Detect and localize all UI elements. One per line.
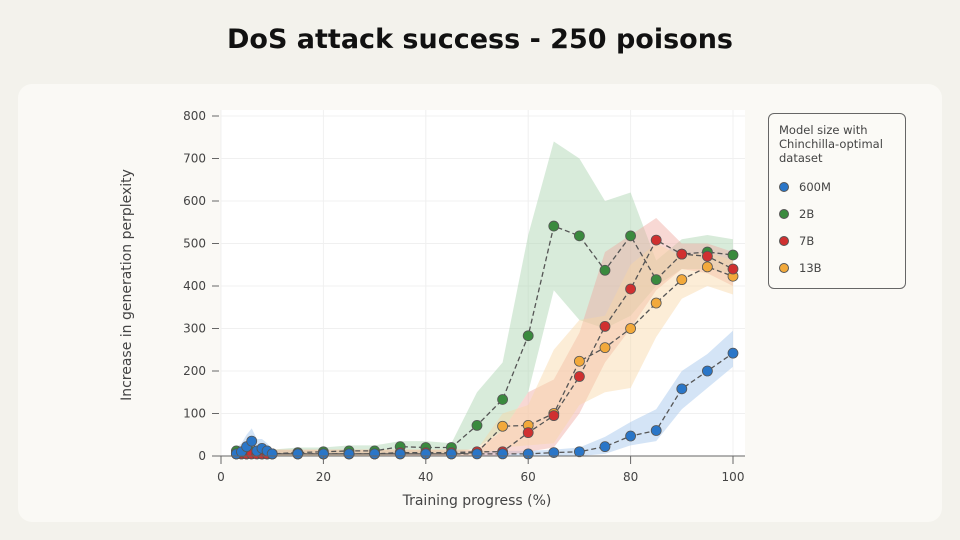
- legend-item-7b: 7B: [779, 227, 895, 254]
- band-2B: [236, 141, 734, 456]
- point-13B: [650, 297, 662, 309]
- point-600M: [246, 435, 258, 447]
- point-13B: [676, 274, 688, 286]
- x-tick-label: 0: [217, 470, 225, 484]
- point-13B: [497, 420, 509, 432]
- point-600M: [625, 430, 636, 442]
- legend-item-13b: 13B: [779, 254, 895, 281]
- point-600M: [702, 365, 713, 377]
- y-tick-label: 100: [183, 407, 206, 421]
- legend-marker: [779, 208, 789, 219]
- point-2B: [548, 220, 560, 232]
- point-7B: [676, 248, 688, 260]
- point-2B: [522, 330, 534, 342]
- x-tick-label: 80: [623, 470, 638, 484]
- point-2B: [625, 230, 636, 242]
- x-axis-label: Training progress (%): [402, 493, 552, 509]
- point-7B: [727, 263, 739, 275]
- legend-marker: [779, 235, 789, 246]
- point-2B: [599, 264, 611, 276]
- point-7B: [702, 250, 713, 262]
- point-2B: [727, 249, 739, 261]
- point-600M: [574, 446, 585, 458]
- y-tick-label: 700: [183, 152, 206, 166]
- y-tick-label: 300: [183, 322, 206, 336]
- point-600M: [650, 425, 662, 436]
- x-tick-label: 20: [316, 470, 331, 484]
- point-7B: [599, 320, 611, 332]
- point-600M: [548, 447, 560, 459]
- point-7B: [625, 283, 636, 295]
- point-7B: [548, 410, 560, 422]
- x-tick-label: 100: [722, 470, 745, 484]
- y-tick-label: 800: [183, 109, 206, 123]
- point-600M: [266, 448, 278, 460]
- point-13B: [574, 355, 585, 367]
- point-600M: [599, 441, 611, 453]
- point-13B: [625, 323, 636, 334]
- x-tick-label: 40: [418, 470, 433, 484]
- point-600M: [445, 448, 457, 460]
- band-13B: [236, 243, 734, 456]
- x-tick-label: 60: [521, 470, 536, 484]
- point-600M: [497, 448, 509, 460]
- point-7B: [522, 427, 534, 439]
- point-2B: [471, 419, 483, 431]
- line-13B: [236, 266, 734, 455]
- point-7B: [650, 234, 662, 246]
- point-7B: [574, 371, 585, 382]
- y-tick-label: 0: [198, 449, 206, 463]
- point-2B: [497, 394, 509, 405]
- point-13B: [702, 261, 713, 273]
- y-tick-label: 200: [183, 364, 206, 378]
- y-tick-label: 600: [183, 194, 206, 208]
- legend-item-600m: 600M: [779, 173, 895, 200]
- chart-title: DoS attack success - 250 poisons: [227, 24, 733, 55]
- legend-marker: [779, 262, 789, 273]
- legend-marker: [779, 181, 789, 192]
- point-600M: [727, 347, 739, 359]
- point-600M: [394, 448, 406, 460]
- point-2B: [574, 230, 585, 242]
- legend-title: Model size with Chinchilla-optimal datas…: [779, 123, 883, 165]
- point-600M: [369, 448, 381, 460]
- band-7B: [236, 218, 734, 456]
- line-2B: [236, 225, 734, 455]
- point-600M: [343, 448, 355, 460]
- line-7B: [236, 239, 734, 455]
- y-tick-label: 500: [183, 237, 206, 251]
- point-2B: [650, 274, 662, 286]
- y-axis-label: Increase in generation perplexity: [119, 169, 135, 401]
- point-600M: [471, 448, 483, 460]
- point-600M: [292, 448, 304, 460]
- y-tick-label: 400: [183, 279, 206, 293]
- point-13B: [599, 342, 611, 354]
- point-600M: [676, 383, 688, 395]
- legend-item-2b: 2B: [779, 200, 895, 227]
- legend: Model size with Chinchilla-optimal datas…: [768, 113, 906, 289]
